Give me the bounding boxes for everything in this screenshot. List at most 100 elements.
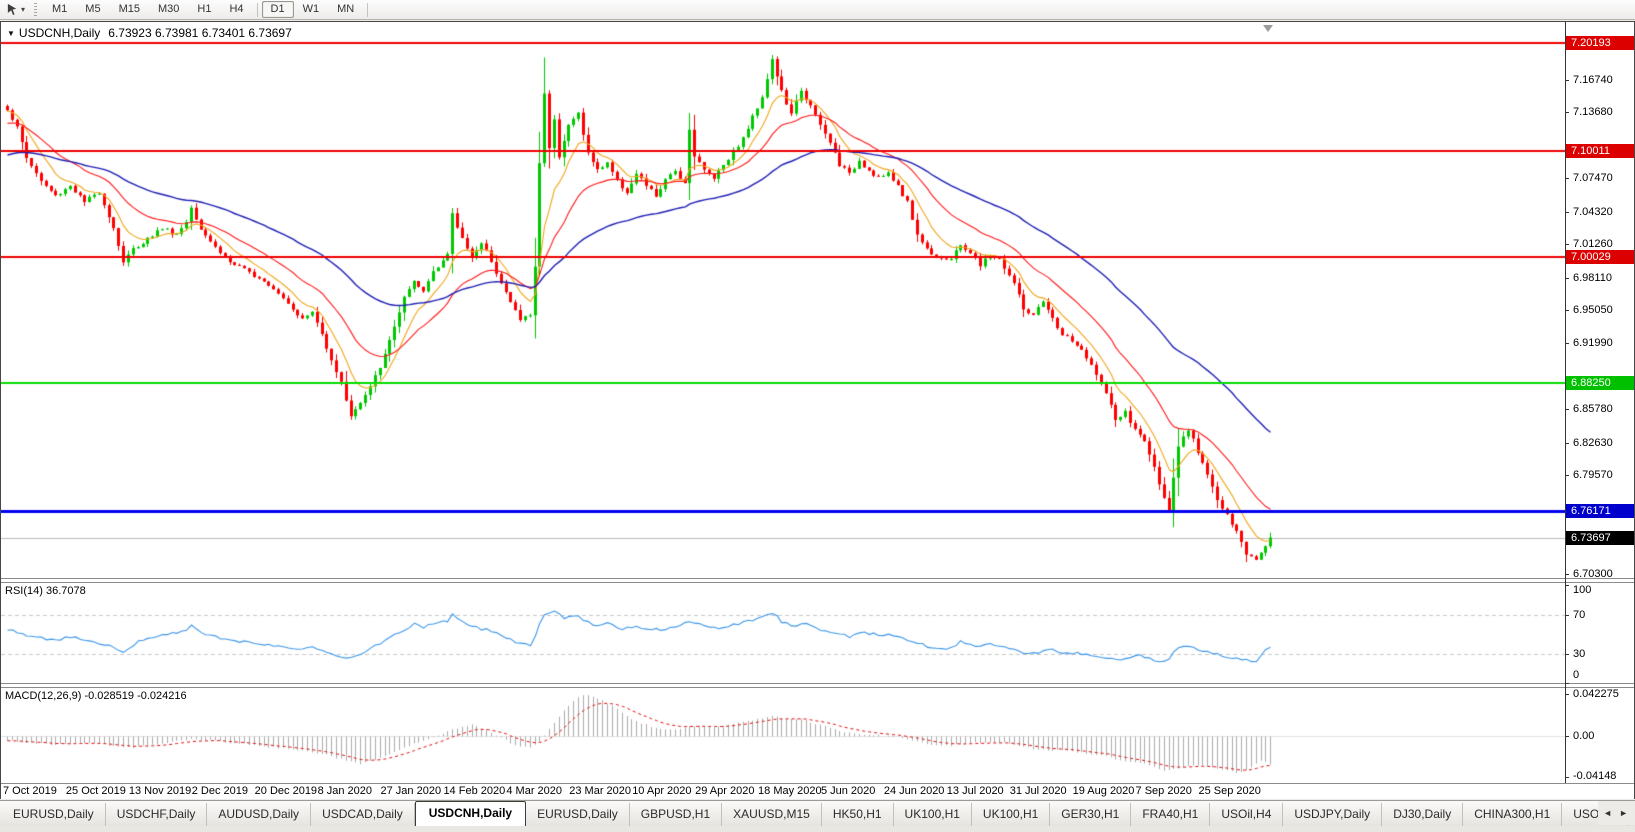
chart-tab-DJ30-Daily[interactable]: DJ30,Daily bbox=[1382, 803, 1464, 826]
chart-tab-UK100-H1[interactable]: UK100,H1 bbox=[972, 803, 1051, 826]
price-tick-label: 6.85780 bbox=[1573, 403, 1613, 416]
rsi-indicator-label: RSI(14) 36.7078 bbox=[5, 585, 86, 597]
price-tick-label: 6.95050 bbox=[1573, 304, 1613, 317]
timeframe-button-H4[interactable]: H4 bbox=[229, 3, 244, 15]
chart-tab-bar: EURUSD,Daily USDCHF,Daily AUDUSD,Daily USDC… bbox=[0, 800, 1635, 826]
rsi-panel-splitter[interactable] bbox=[1, 578, 1634, 583]
chart-tab-USOil-H4[interactable]: USOil,H4 bbox=[1210, 803, 1284, 826]
chart-tab-EURUSD-Daily[interactable]: EURUSD,Daily bbox=[526, 803, 630, 826]
date-tick-label: 2 Dec 2019 bbox=[191, 785, 249, 797]
price-tick-mark bbox=[1565, 475, 1569, 476]
rsi-tick-label: 0 bbox=[1573, 669, 1580, 681]
chart-tab-USDCAD-Daily[interactable]: USDCAD,Daily bbox=[311, 803, 415, 826]
chart-tab-XAUUSD-M15[interactable]: XAUUSD,M15 bbox=[722, 803, 822, 826]
timeframe-button-M15[interactable]: M15 bbox=[118, 3, 140, 15]
date-tick-label: 19 Aug 2020 bbox=[1072, 785, 1135, 797]
price-tick-label: 6.98110 bbox=[1573, 271, 1612, 284]
chart-tab-USDJPY-Daily[interactable]: USDJPY,Daily bbox=[1283, 803, 1383, 826]
macd-tick-mark bbox=[1565, 736, 1569, 737]
chart-ohlc-quote: 6.73923 6.73981 6.73401 6.73697 bbox=[108, 26, 292, 40]
price-tick-mark bbox=[1565, 80, 1569, 81]
date-tick-label: 5 Jun 2020 bbox=[820, 785, 876, 797]
price-tick-mark bbox=[1565, 409, 1569, 410]
timeframe-button-H1[interactable]: H1 bbox=[197, 3, 212, 15]
date-tick-label: 25 Oct 2019 bbox=[65, 785, 126, 797]
date-tick-label: 14 Feb 2020 bbox=[443, 785, 506, 797]
cursor-pointer-glyph bbox=[7, 3, 16, 15]
level-price-badge: 7.20193 bbox=[1566, 36, 1634, 50]
price-tick-label: 6.79570 bbox=[1573, 469, 1613, 482]
chart-tab-HK50-H1[interactable]: HK50,H1 bbox=[822, 803, 894, 826]
date-tick-label: 24 Jun 2020 bbox=[883, 785, 945, 797]
price-tick-label: 7.13680 bbox=[1573, 106, 1613, 119]
rsi-tick-label: 70 bbox=[1573, 608, 1586, 621]
toolbar-separator bbox=[367, 2, 369, 17]
timeframe-button-D1[interactable]: D1 bbox=[261, 1, 294, 18]
date-tick-label: 20 Dec 2019 bbox=[254, 785, 318, 797]
price-tick-label: 6.70300 bbox=[1573, 567, 1613, 580]
chart-tab-CHINA300-H1[interactable]: CHINA300,H1 bbox=[1463, 803, 1563, 826]
rsi-indicator-canvas[interactable] bbox=[1, 583, 1565, 683]
main-chart-canvas[interactable] bbox=[1, 22, 1565, 578]
macd-tick-label: -0.04148 bbox=[1573, 770, 1617, 782]
timeframe-button-M30[interactable]: M30 bbox=[157, 3, 180, 15]
price-tick-mark bbox=[1565, 574, 1569, 575]
rsi-tick-label: 30 bbox=[1573, 647, 1586, 660]
chart-symbol-label: USDCNH,Daily bbox=[18, 26, 101, 40]
date-tick-label: 4 Mar 2020 bbox=[506, 785, 563, 797]
tool-dropdown-caret-icon[interactable]: ▾ bbox=[21, 5, 26, 14]
date-tick-label: 25 Sep 2020 bbox=[1198, 785, 1261, 797]
timeframe-button-MN[interactable]: MN bbox=[337, 3, 355, 15]
level-price-badge: 6.76171 bbox=[1566, 504, 1634, 518]
date-tick-label: 13 Jul 2020 bbox=[946, 785, 1004, 797]
price-tick-mark bbox=[1565, 212, 1569, 213]
price-tick-label: 6.82630 bbox=[1573, 436, 1613, 449]
macd-panel-splitter[interactable] bbox=[1, 683, 1634, 688]
date-tick-label: 18 May 2020 bbox=[758, 785, 822, 797]
date-tick-label: 10 Apr 2020 bbox=[632, 785, 692, 797]
macd-indicator-canvas[interactable] bbox=[1, 688, 1565, 783]
price-tick-label: 7.07470 bbox=[1573, 172, 1613, 185]
chart-window: ▼ USDCNH,Daily 6.73923 6.73981 6.73401 6.7… bbox=[0, 21, 1635, 799]
price-tick-mark bbox=[1565, 343, 1569, 344]
price-tick-mark bbox=[1565, 310, 1569, 311]
date-tick-label: 8 Jan 2020 bbox=[317, 785, 373, 797]
price-tick-mark bbox=[1565, 112, 1569, 113]
tab-scroll-right-icon[interactable]: ► bbox=[1619, 808, 1628, 818]
status-strip bbox=[0, 826, 1635, 832]
price-tick-label: 7.16740 bbox=[1573, 73, 1613, 86]
date-tick-label: 29 Apr 2020 bbox=[695, 785, 755, 797]
rsi-tick-mark bbox=[1565, 654, 1569, 655]
price-tick-label: 6.91990 bbox=[1573, 336, 1613, 349]
timeframe-toolbar: ▾ M1 M5 M15 M30 H1 H4 D1 W1 MN bbox=[0, 0, 1635, 20]
time-scale[interactable]: 7 Oct 2019 25 Oct 2019 13 Nov 2019 2 Dec 20… bbox=[1, 783, 1634, 799]
toolbar-separator bbox=[256, 2, 258, 17]
chart-tab-GER30-H1[interactable]: GER30,H1 bbox=[1050, 803, 1132, 826]
chart-tab-EURUSD-Daily[interactable]: EURUSD,Daily bbox=[2, 803, 106, 826]
chart-title: ▼ USDCNH,Daily 6.73923 6.73981 6.73401 6.7… bbox=[7, 26, 292, 40]
tab-scroll-left-icon[interactable]: ◄ bbox=[1603, 808, 1613, 818]
chart-tab-UK100-H1[interactable]: UK100,H1 bbox=[894, 803, 972, 826]
tab-scroll-arrows: ◄ ► bbox=[1598, 801, 1635, 825]
level-price-badge: 7.00029 bbox=[1566, 250, 1634, 264]
timeframe-button-W1[interactable]: W1 bbox=[302, 3, 320, 15]
chart-tab-USDCHF-Daily[interactable]: USDCHF,Daily bbox=[106, 803, 208, 826]
cursor-tool-icon[interactable] bbox=[3, 2, 21, 18]
rsi-tick-mark bbox=[1565, 585, 1569, 586]
macd-tick-label: 0.00 bbox=[1573, 730, 1595, 742]
level-price-badge: 6.88250 bbox=[1566, 376, 1634, 390]
macd-indicator-label: MACD(12,26,9) -0.028519 -0.024216 bbox=[5, 690, 187, 702]
toolbar-grip bbox=[34, 3, 37, 16]
macd-tick-mark bbox=[1565, 777, 1569, 778]
rsi-tick-mark bbox=[1565, 683, 1569, 684]
timeframe-button-M1[interactable]: M1 bbox=[52, 3, 68, 15]
date-tick-label: 7 Oct 2019 bbox=[3, 785, 57, 797]
price-tick-mark bbox=[1565, 244, 1569, 245]
timeframe-button-M5[interactable]: M5 bbox=[85, 3, 101, 15]
chart-tab-USDCNH-Daily[interactable]: USDCNH,Daily bbox=[414, 801, 527, 826]
title-triangle-icon[interactable]: ▼ bbox=[7, 29, 15, 38]
chart-tab-GBPUSD-H1[interactable]: GBPUSD,H1 bbox=[630, 803, 723, 826]
chart-tab-FRA40-H1[interactable]: FRA40,H1 bbox=[1131, 803, 1211, 826]
current-price-badge: 6.73697 bbox=[1566, 531, 1634, 545]
chart-tab-AUDUSD-Daily[interactable]: AUDUSD,Daily bbox=[207, 803, 312, 826]
